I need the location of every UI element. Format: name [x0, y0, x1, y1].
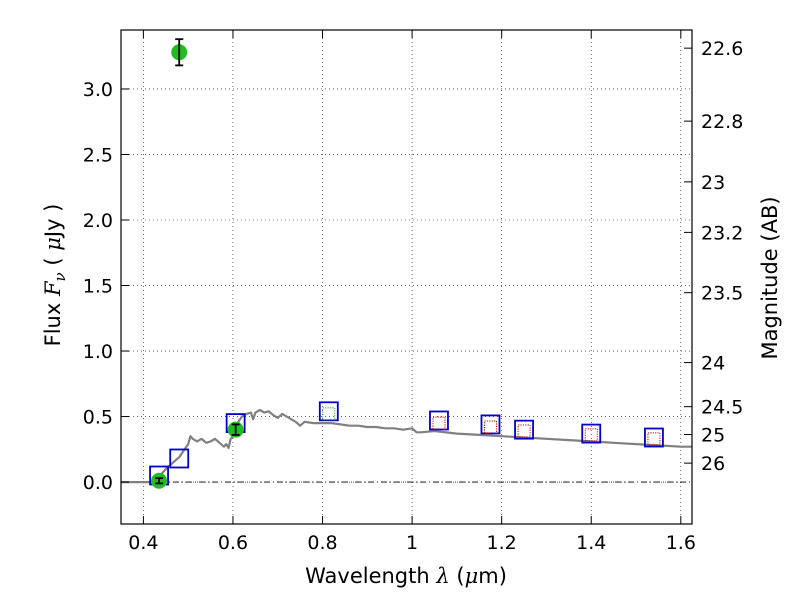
plot-frame [120, 29, 693, 525]
y-axis-label-symbol: F [41, 280, 65, 297]
nir-photometry-point [647, 432, 661, 446]
y-tick-label: 0.5 [83, 407, 113, 429]
y-axis-label-unit-rest: Jy [41, 218, 65, 239]
model-photometry-box [514, 419, 534, 440]
x-tick-label: 1.6 [666, 532, 696, 554]
y-axis-label-subscript: ν [51, 272, 69, 281]
y2-tick-label: 23 [701, 172, 725, 194]
template-spectrum-line [121, 408, 692, 484]
y2-tick-label: 24 [701, 353, 725, 375]
y2-tick-label: 23.2 [701, 222, 743, 244]
y-axis-label: Flux Fν ( μJy ) [41, 204, 69, 347]
y2-tick-label: 24.5 [701, 397, 743, 419]
y2-tick-label: 26 [701, 453, 725, 475]
nir-photometry-point [322, 407, 336, 421]
x-tick-label: 0.8 [307, 532, 337, 554]
y-tick-label: 3.0 [83, 79, 113, 101]
x-tick-label: 1 [406, 532, 418, 554]
model-photometry-box [169, 448, 190, 469]
y-tick-label: 1.5 [83, 276, 113, 298]
x-axis-label-symbol: λ [435, 564, 449, 588]
model-photometry-box [644, 427, 664, 448]
plot-area [121, 38, 692, 489]
nir-photometry-point [584, 428, 598, 442]
y-axis-label-unit-open: ( [41, 257, 65, 265]
x-axis-label-unit-mu: μ [465, 564, 479, 588]
x-axis-label-unit-rest: m) [478, 564, 507, 588]
grid [121, 30, 692, 524]
x-axis-label-text: Wavelength [305, 564, 430, 588]
y-tick-label: 2.0 [83, 210, 113, 232]
x-tick-label: 0.4 [128, 532, 158, 554]
x-axis-label-unit-open: ( [456, 564, 464, 588]
y2-tick-label: 22.8 [701, 111, 743, 133]
y-axis-label-unit-close: ) [41, 204, 65, 212]
model-photometry-box [581, 423, 602, 444]
y-tick-label: 2.5 [83, 144, 113, 166]
nir-photometry-point [517, 424, 531, 438]
x-tick-label: 1.4 [576, 532, 606, 554]
y2-tick-label: 25 [701, 424, 725, 446]
y-tick-label: 0.0 [83, 472, 113, 494]
x-tick-label: 0.6 [218, 532, 248, 554]
nir-photometry-point [432, 416, 446, 430]
axis-ticks: 0.4 0.6 0.8 1 1.2 1.4 1.6 0.0 0.5 1.0 1.5 2.0 2.5 3.0… [83, 30, 743, 554]
x-axis-label: Wavelength λ (μm) [305, 564, 507, 588]
nir-photometry-point [483, 420, 497, 434]
y-tick-label: 1.0 [83, 341, 113, 363]
x-tick-label: 1.2 [487, 532, 517, 554]
y-axis-label-unit-mu: μ [41, 237, 65, 251]
y2-tick-label: 23.5 [701, 283, 743, 305]
y2-tick-label: 22.6 [701, 38, 743, 60]
y-axis-label-text: Flux [41, 303, 65, 347]
y2-axis-label: Magnitude (AB) [758, 196, 782, 359]
